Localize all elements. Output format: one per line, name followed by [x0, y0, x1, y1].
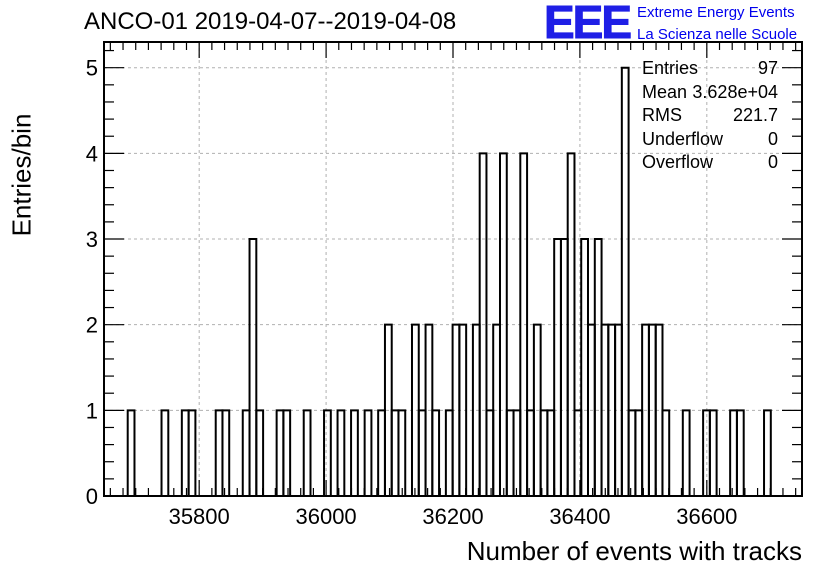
histogram-bin — [729, 409, 738, 496]
stat-key: RMS — [642, 105, 682, 125]
x-tick-label: 36600 — [676, 504, 737, 529]
histogram-bin — [661, 409, 671, 496]
histogram-bin — [377, 409, 386, 496]
stat-value: 97 — [757, 58, 778, 78]
histogram-bin — [681, 409, 691, 496]
histogram-bin — [397, 409, 407, 496]
x-axis-label: Number of events with tracks — [466, 536, 802, 566]
stat-key: Mean — [642, 81, 688, 102]
histogram-bin — [735, 409, 745, 496]
histogram-bin — [458, 323, 468, 496]
logo-line-1: Extreme Energy Events — [637, 4, 795, 21]
histogram-bin — [248, 238, 258, 496]
histogram-bin — [546, 409, 556, 496]
stat-value: 221.7 — [732, 105, 778, 125]
stat-value: 3.628e+04 — [692, 81, 778, 102]
stat-entries: Entries 97 — [642, 58, 778, 82]
y-tick-label: 5 — [86, 56, 98, 81]
histogram-bin — [478, 152, 488, 496]
histogram-bin — [160, 409, 170, 496]
histogram-bin — [336, 409, 346, 496]
histogram-bin — [302, 409, 312, 496]
y-axis-label-box: Entries/bin — [4, 113, 40, 237]
histogram-bin — [126, 409, 136, 496]
histogram-bin — [255, 409, 265, 496]
stat-rms: RMS 221.7 — [642, 105, 778, 129]
stat-underflow: Underflow 0 — [642, 129, 778, 153]
histogram-bin — [241, 409, 251, 496]
stat-key: Underflow — [642, 128, 724, 149]
histogram-bins — [126, 66, 772, 496]
stat-mean: Mean 3.628e+04 — [642, 82, 778, 106]
histogram-bin — [763, 409, 772, 496]
y-tick-label: 4 — [86, 141, 98, 166]
logo-line-2: La Scienza nelle Scuole — [637, 26, 798, 43]
axis-ticks — [104, 42, 802, 497]
y-tick-label: 3 — [86, 227, 98, 252]
chart-title: ANCO-01 2019-04-07--2019-04-08 — [84, 8, 457, 35]
histogram-bin — [708, 409, 718, 496]
x-tick-label: 36000 — [295, 504, 356, 529]
histogram-bin — [187, 409, 197, 496]
histogram-bin — [519, 152, 529, 496]
y-tick-label: 1 — [86, 398, 98, 423]
axis-tick-labels: 35800 36000 36200 36400 36600 0 1 2 3 4 5 — [86, 56, 738, 529]
histogram-bin — [363, 409, 373, 496]
y-axis-label: Entries/bin — [6, 113, 37, 237]
y-tick-label: 0 — [86, 484, 98, 509]
histogram-bin — [620, 66, 630, 496]
histogram-bin — [417, 409, 427, 496]
histogram-bin — [526, 409, 535, 496]
stat-key: Entries — [642, 58, 699, 78]
stats-box: Entries 97 Mean 3.628e+04 RMS 221.7 Unde… — [642, 58, 778, 176]
histogram-bin — [282, 409, 292, 496]
histogram-bin — [627, 409, 637, 496]
histogram-bin — [566, 152, 576, 496]
y-tick-label: 2 — [86, 313, 98, 338]
x-tick-label: 36200 — [422, 504, 483, 529]
histogram-bin — [323, 409, 332, 496]
stat-key: Overflow — [642, 152, 714, 172]
histogram-bin — [431, 409, 441, 496]
stat-value: 0 — [767, 152, 778, 172]
x-tick-label: 35800 — [169, 504, 230, 529]
eee-logo-mark: EEE — [543, 0, 632, 49]
stat-overflow: Overflow 0 — [642, 152, 778, 176]
stat-value: 0 — [767, 128, 778, 149]
histogram-bin — [498, 152, 508, 496]
histogram-bin — [350, 409, 359, 496]
x-tick-label: 36400 — [549, 504, 610, 529]
histogram-bin — [221, 409, 231, 496]
eee-logo: EEE Extreme Energy Events La Scienza nel… — [543, 0, 834, 49]
histogram-bin — [180, 409, 190, 496]
